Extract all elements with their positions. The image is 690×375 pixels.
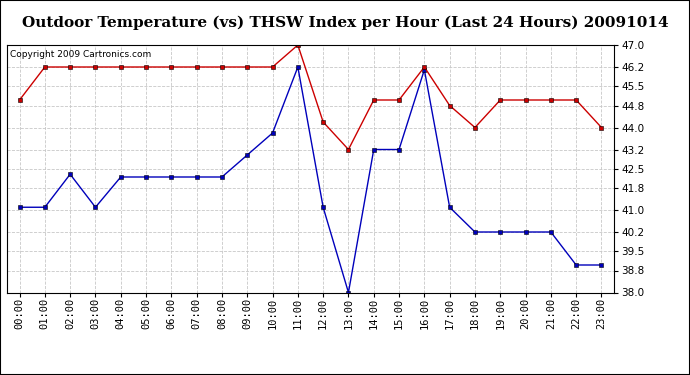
Text: Copyright 2009 Cartronics.com: Copyright 2009 Cartronics.com <box>10 50 151 59</box>
Text: Outdoor Temperature (vs) THSW Index per Hour (Last 24 Hours) 20091014: Outdoor Temperature (vs) THSW Index per … <box>21 15 669 30</box>
